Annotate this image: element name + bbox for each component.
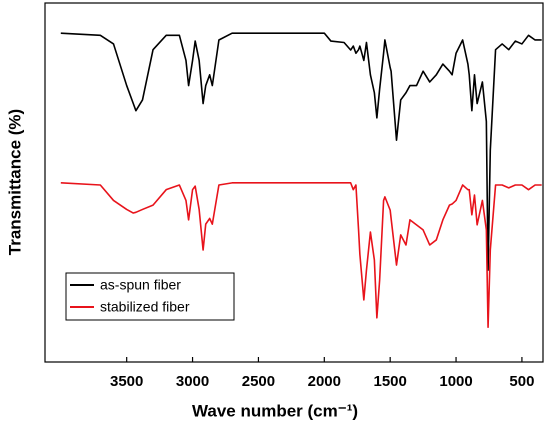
x-tick-label: 1000 — [439, 373, 472, 390]
spectrum-line — [60, 32, 542, 271]
legend-label: as-spun fiber — [100, 277, 181, 293]
spectrum-line — [60, 182, 542, 328]
x-axis-label: Wave number (cm⁻¹) — [192, 401, 358, 420]
plot-area — [60, 32, 542, 328]
x-tick-label: 3500 — [110, 373, 143, 390]
legend-box — [65, 272, 235, 321]
plot-frame — [44, 2, 544, 363]
x-tick-label: 500 — [509, 373, 534, 390]
x-tick-label: 1500 — [373, 373, 406, 390]
x-tick-label: 2500 — [242, 373, 275, 390]
x-tick-label: 2000 — [308, 373, 341, 390]
y-axis-label: Transmittance (%) — [5, 109, 24, 255]
legend: as-spun fiber stabilized fiber — [65, 272, 235, 321]
x-tick-label: 3000 — [176, 373, 209, 390]
legend-label: stabilized fiber — [100, 299, 190, 315]
